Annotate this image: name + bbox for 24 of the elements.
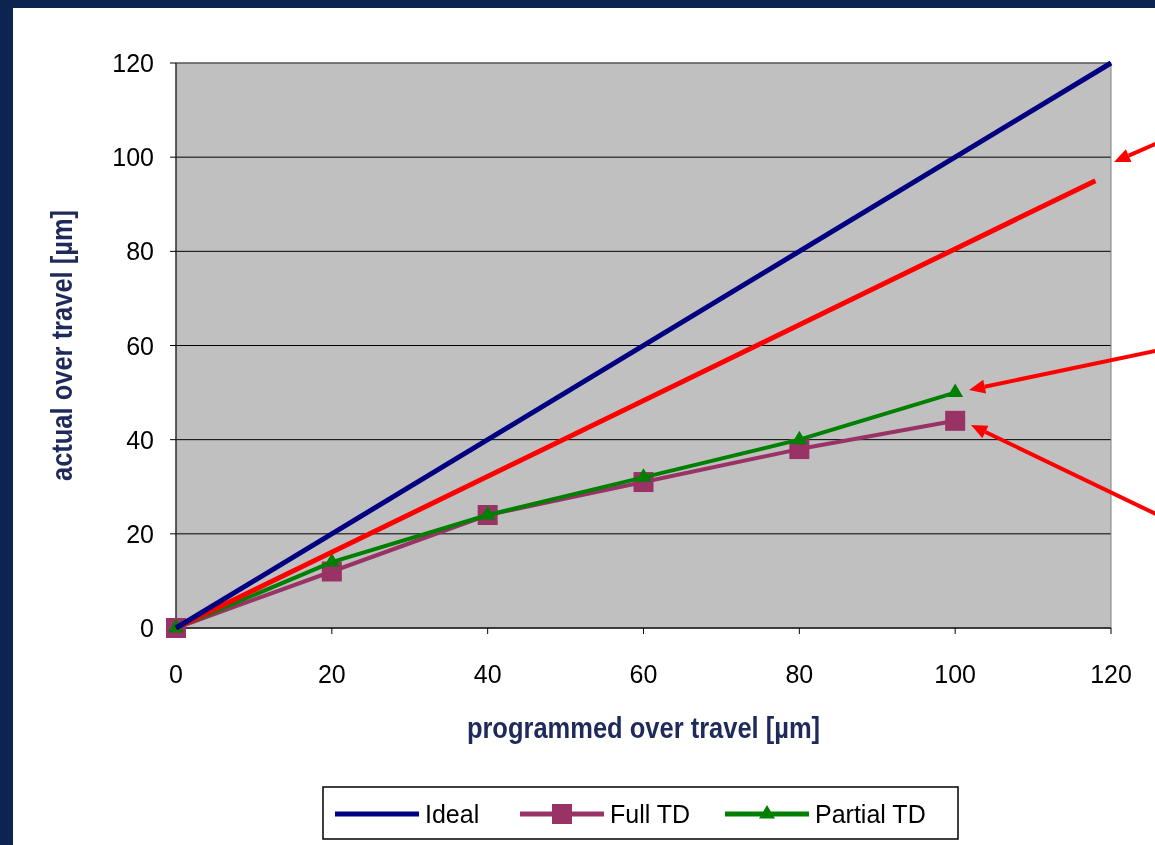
x-tick-label: 80 xyxy=(785,660,814,688)
y-tick-label: 0 xyxy=(140,614,154,642)
y-tick-label: 120 xyxy=(112,49,154,77)
y-tick-label: 40 xyxy=(126,425,154,454)
legend-label: Ideal xyxy=(425,800,480,828)
y-axis-title: actual over travel [µm] xyxy=(45,209,79,482)
x-tick-label: 20 xyxy=(317,660,346,688)
x-tick-label: 120 xyxy=(1090,660,1132,688)
point xyxy=(945,410,966,431)
legend-label: Partial TD xyxy=(815,800,926,828)
x-tick-label: 40 xyxy=(473,660,502,688)
legend-label: Full TD xyxy=(610,800,691,828)
x-tick-label: 0 xyxy=(169,660,183,688)
x-tick-label: 100 xyxy=(934,660,977,688)
point xyxy=(947,383,964,398)
point xyxy=(479,506,496,520)
x-tick-label: 60 xyxy=(629,660,658,688)
point xyxy=(791,430,808,445)
x-axis-title: programmed over travel [µm] xyxy=(466,711,821,745)
y-tick-label: 20 xyxy=(126,519,154,548)
y-tick-label: 80 xyxy=(126,237,154,266)
y-tick-label: 100 xyxy=(112,143,154,172)
y-tick-label: 60 xyxy=(126,331,154,360)
point xyxy=(635,468,652,482)
